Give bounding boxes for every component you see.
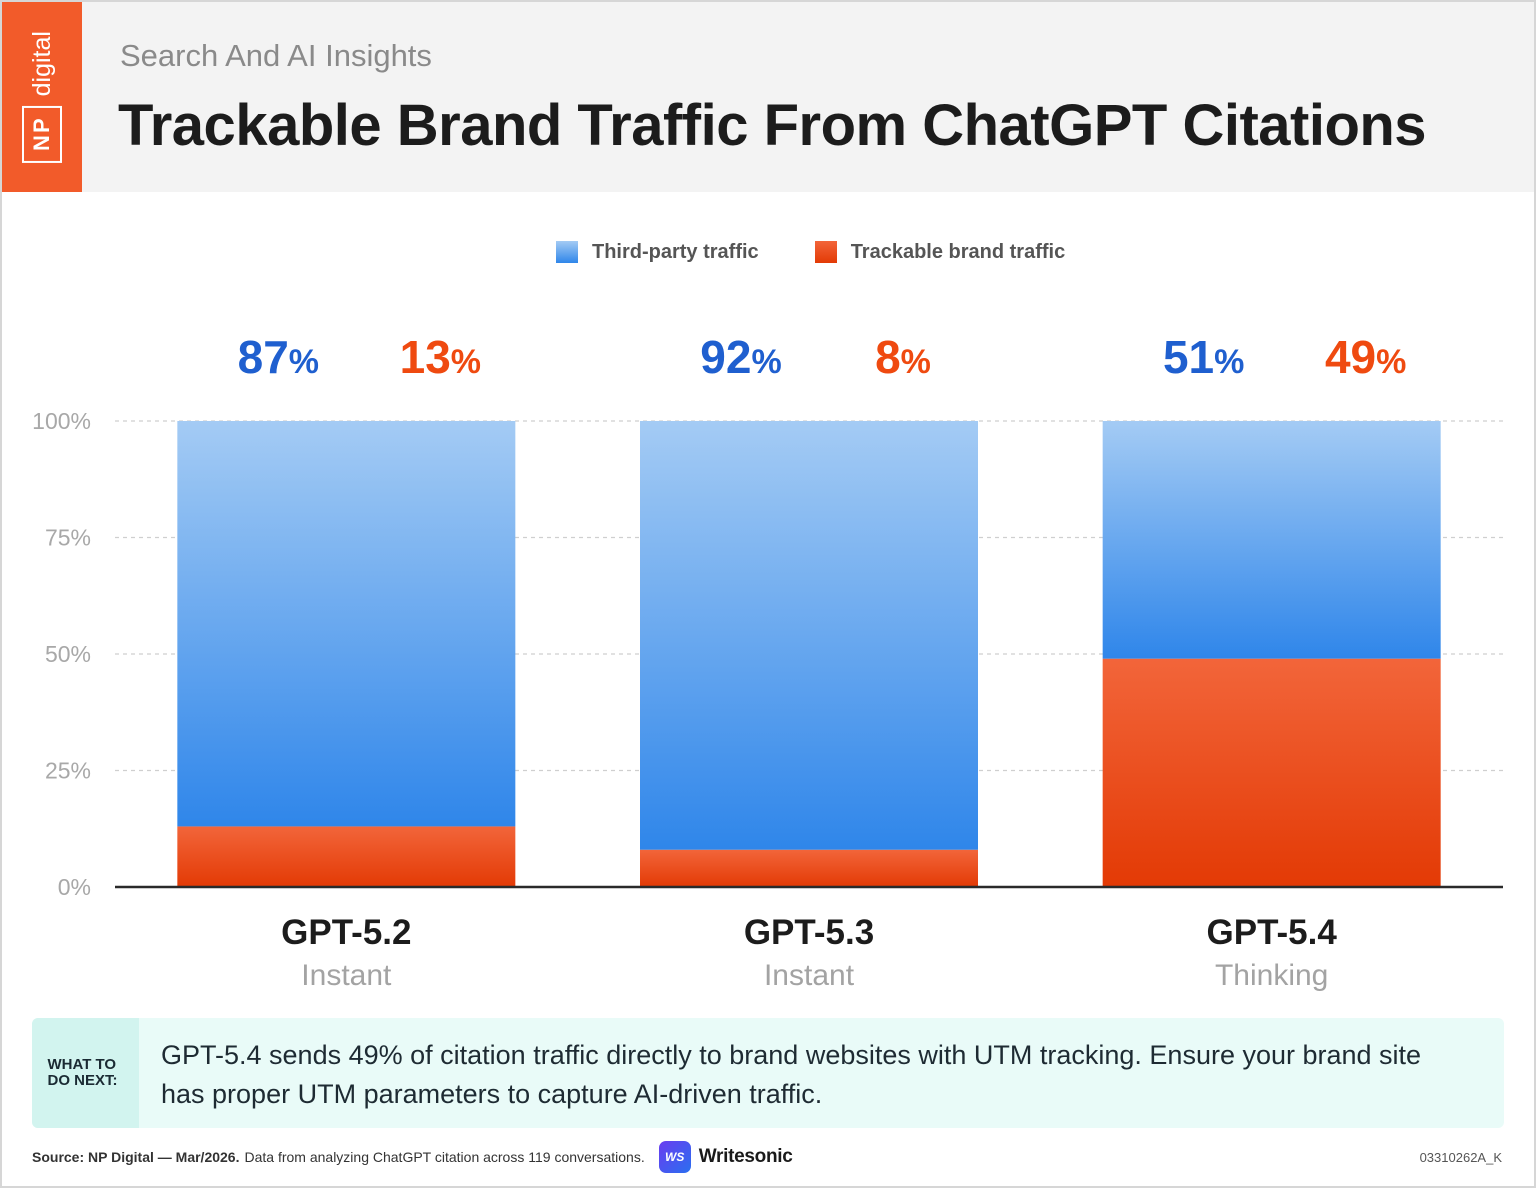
legend-swatch-brand xyxy=(814,241,837,263)
legend-label-brand: Trackable brand traffic xyxy=(850,240,1066,263)
y-tick-label: 50% xyxy=(45,641,91,667)
value-label-third-party: 51% xyxy=(1163,331,1244,383)
bar-brand-traffic xyxy=(640,849,978,887)
x-category-label: GPT-5.3 xyxy=(744,913,874,952)
source-label: Source: NP Digital — Mar/2026. xyxy=(32,1149,240,1165)
bar-third-party-traffic xyxy=(640,421,978,850)
bar-brand-traffic xyxy=(177,826,516,887)
legend-label-third-party: Third-party traffic xyxy=(592,240,759,263)
x-category-sublabel: Instant xyxy=(764,959,855,992)
np-digital-logo: NP digital xyxy=(2,2,82,192)
value-label-brand: 13% xyxy=(400,331,481,383)
writesonic-logo: WS Writesonic xyxy=(658,1141,793,1173)
y-tick-label: 0% xyxy=(58,874,91,900)
legend-item-brand: Trackable brand traffic xyxy=(814,240,1066,264)
x-category-sublabel: Instant xyxy=(301,959,392,992)
value-label-brand: 8% xyxy=(875,331,931,383)
callout-tag-text: WHAT TO DO NEXT: xyxy=(47,1056,118,1089)
stacked-bar-chart: 0% 25% 50% 75% 100% 87% 13% GPT-5.2 Instant 92% 8%… xyxy=(32,331,1503,992)
chart-title: Trackable Brand Traffic From ChatGPT Cit… xyxy=(118,93,1427,158)
y-tick-label: 25% xyxy=(45,758,91,784)
chart-code: 03310262A_K xyxy=(1419,1150,1502,1165)
chart-legend: Third-party traffic Trackable brand traf… xyxy=(556,240,1065,264)
bar-third-party-traffic xyxy=(1102,421,1441,659)
footer: Source: NP Digital — Mar/2026. Data from… xyxy=(32,1141,793,1173)
bar-brand-traffic xyxy=(1102,658,1441,887)
x-category-label: GPT-5.2 xyxy=(281,913,411,952)
legend-swatch-third-party xyxy=(556,241,578,263)
writesonic-name: Writesonic xyxy=(698,1146,793,1167)
y-tick-label: 100% xyxy=(32,408,91,434)
what-to-do-next-callout: WHAT TO DO NEXT: GPT-5.4 sends 49% of ci… xyxy=(32,1018,1504,1128)
header-band: NP digital Search And AI Insights Tracka… xyxy=(0,0,1536,192)
x-category-sublabel: Thinking xyxy=(1215,959,1328,992)
writesonic-badge-icon: WS xyxy=(658,1141,691,1173)
value-label-third-party: 87% xyxy=(238,331,319,383)
chart-subtitle: Search And AI Insights xyxy=(120,38,432,73)
callout-tag: WHAT TO DO NEXT: xyxy=(32,1018,139,1128)
callout-text: GPT-5.4 sends 49% of citation traffic di… xyxy=(161,1040,1422,1109)
bar-third-party-traffic xyxy=(177,421,516,827)
value-label-third-party: 92% xyxy=(700,331,781,383)
logo-np-text: NP xyxy=(22,106,62,163)
y-tick-label: 75% xyxy=(45,525,91,551)
value-label-brand: 49% xyxy=(1325,331,1406,383)
logo-digital-text: digital xyxy=(28,31,56,97)
source-description: Data from analyzing ChatGPT citation acr… xyxy=(244,1149,645,1165)
legend-item-third-party: Third-party traffic xyxy=(556,241,759,264)
x-category-label: GPT-5.4 xyxy=(1207,913,1338,952)
